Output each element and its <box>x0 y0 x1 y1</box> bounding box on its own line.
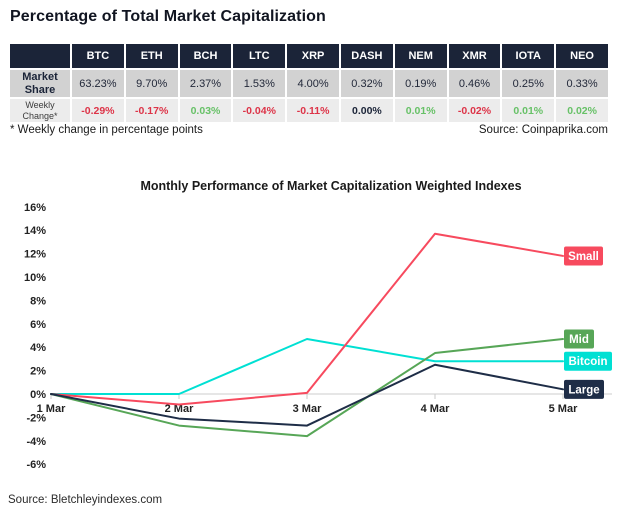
y-axis-tick-label: 12% <box>24 249 46 261</box>
table-cell: 1.53% <box>233 70 286 97</box>
y-axis-tick-label: 8% <box>30 295 46 307</box>
series-line-mid <box>50 338 564 438</box>
table-cell: -0.17% <box>125 99 178 122</box>
table-cell: 0.03% <box>179 99 232 122</box>
chart-title: Monthly Performance of Market Capitaliza… <box>140 179 521 193</box>
table-cell: 4.00% <box>287 70 339 97</box>
note-row: * Weekly change in percentage points Sou… <box>10 124 608 136</box>
table-cell: -0.04% <box>233 99 286 122</box>
legend-label-bitcoin: Bitcoin <box>569 356 608 368</box>
table-header-iota: IOTA <box>502 44 555 68</box>
x-axis-tick-label: 4 Mar <box>421 403 450 415</box>
table-source: Source: Coinpaprika.com <box>478 124 608 136</box>
line-chart-svg: Monthly Performance of Market Capitaliza… <box>24 179 612 471</box>
x-axis-tick-label: 2 Mar <box>165 403 194 415</box>
table-cell: 2.37% <box>179 70 232 97</box>
y-axis-tick-label: 16% <box>24 202 46 214</box>
performance-chart: Monthly Performance of Market Capitaliza… <box>0 168 618 484</box>
y-axis-tick-label: -2% <box>26 412 46 424</box>
table-cell: 0.19% <box>394 70 447 97</box>
y-axis-tick-label: 4% <box>30 342 46 354</box>
x-axis-tick-label: 3 Mar <box>293 403 322 415</box>
table-header-btc: BTC <box>72 44 124 68</box>
table-head: BTC ETH BCH LTC XRP DASH NEM XMR IOTA NEO <box>10 44 608 68</box>
legend-badge-mid <box>564 329 594 349</box>
legend-badge-large <box>564 379 604 399</box>
series-line-bitcoin <box>50 338 564 395</box>
table-cell: 0.01% <box>394 99 447 122</box>
table-header-eth: ETH <box>125 44 178 68</box>
series-line-small <box>50 232 564 406</box>
table-header-ltc: LTC <box>233 44 286 68</box>
table-cell: 0.32% <box>340 70 393 97</box>
legend-badge-small <box>564 246 603 266</box>
x-axis-tick-label: 1 Mar <box>37 403 66 415</box>
y-axis-tick-label: 14% <box>24 225 46 237</box>
table-corner-cell <box>10 44 70 68</box>
legend-badge-bitcoin <box>564 351 612 371</box>
y-axis-tick-label: 2% <box>30 366 46 378</box>
table-cell: 0.33% <box>556 70 608 97</box>
page-title: Percentage of Total Market Capitalizatio… <box>10 8 326 25</box>
table-header-dash: DASH <box>340 44 393 68</box>
y-axis-tick-label: 10% <box>24 272 46 284</box>
legend-label-small: Small <box>568 251 599 263</box>
table-footnote: * Weekly change in percentage points <box>10 124 203 136</box>
table-cell: 0.02% <box>556 99 608 122</box>
table-cell: -0.11% <box>287 99 339 122</box>
table-header-nem: NEM <box>394 44 447 68</box>
table-header-xmr: XMR <box>448 44 501 68</box>
table-cell: 63.23% <box>72 70 124 97</box>
legend-label-mid: Mid <box>569 334 589 346</box>
table-cell: 0.46% <box>448 70 501 97</box>
table-header-bch: BCH <box>179 44 232 68</box>
table-cell: 0.25% <box>502 70 555 97</box>
table-cell: 0.01% <box>502 99 555 122</box>
table-cell: 0.00% <box>340 99 393 122</box>
y-axis-tick-label: 0% <box>30 389 46 401</box>
chart-source: Source: Bletchleyindexes.com <box>8 494 163 506</box>
table-cell: 9.70% <box>125 70 178 97</box>
table-row-weekly-change: Weekly Change* -0.29% -0.17% 0.03% -0.04% -0.… <box>10 99 608 122</box>
row-label-market-share: Market Share <box>10 70 70 97</box>
market-cap-table: BTC ETH BCH LTC XRP DASH NEM XMR IOTA NEO Market … <box>8 42 610 124</box>
table-header-xrp: XRP <box>287 44 339 68</box>
table-cell: -0.02% <box>448 99 501 122</box>
y-axis-tick-label: -4% <box>26 436 46 448</box>
series-line-large <box>50 363 564 427</box>
x-axis-tick-label: 5 Mar <box>549 403 578 415</box>
table-body: Market Share 63.23% 9.70% 2.37% 1.53% 4.00% 0.… <box>10 70 608 122</box>
table-header-row: BTC ETH BCH LTC XRP DASH NEM XMR IOTA NEO <box>10 44 608 68</box>
table-cell: -0.29% <box>72 99 124 122</box>
table-header-neo: NEO <box>556 44 608 68</box>
y-axis-tick-label: -6% <box>26 459 46 471</box>
row-label-weekly-change: Weekly Change* <box>10 99 70 122</box>
y-axis-tick-label: 6% <box>30 319 46 331</box>
legend-label-large: Large <box>568 384 599 396</box>
table-row-market-share: Market Share 63.23% 9.70% 2.37% 1.53% 4.00% 0.… <box>10 70 608 97</box>
